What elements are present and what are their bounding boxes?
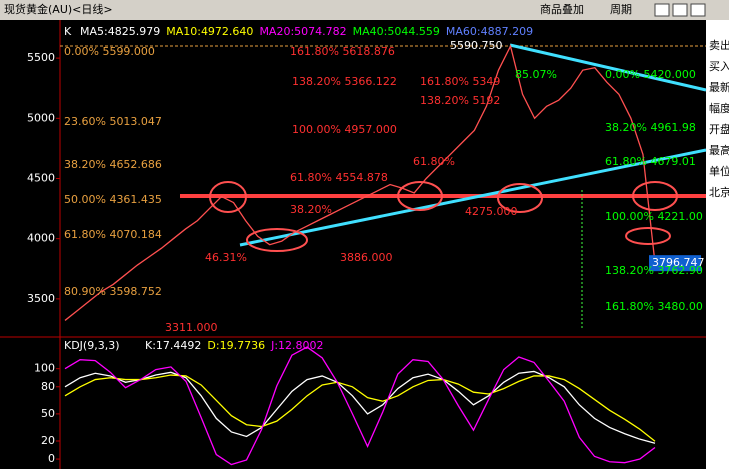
annotation: 0.00% 5420.000 bbox=[605, 68, 696, 81]
annotation: 80.90% 3598.752 bbox=[64, 285, 162, 298]
y-tick-label: 5500 bbox=[27, 51, 55, 64]
legend-entry: D:19.7736 bbox=[207, 339, 265, 352]
annotation: 38.20% bbox=[290, 203, 332, 216]
legend-entry: MA20:5074.782 bbox=[259, 25, 346, 38]
annotation: 161.80% 5618.876 bbox=[290, 45, 395, 58]
y-tick-label: 0 bbox=[48, 452, 55, 465]
annotation: 138.20% 5192 bbox=[420, 94, 500, 107]
annotation: 23.60% 5013.047 bbox=[64, 115, 162, 128]
y-tick-label: 4000 bbox=[27, 232, 55, 245]
annotation: 161.80% 3480.00 bbox=[605, 300, 703, 313]
series-line bbox=[64, 44, 656, 321]
sidebar bbox=[706, 20, 729, 469]
legend-entry: MA40:5044.559 bbox=[353, 25, 440, 38]
annotation: 138.20% 5366.122 bbox=[292, 75, 397, 88]
toolbar bbox=[0, 0, 729, 20]
annotation: 161.80% 5349 bbox=[420, 75, 500, 88]
panel-name: K bbox=[64, 25, 72, 38]
highlight bbox=[397, 181, 443, 211]
annotation: 138.20% 3762.90 bbox=[605, 264, 703, 277]
annotation: 61.80% 4554.878 bbox=[290, 171, 388, 184]
annotation: 4275.000 bbox=[465, 205, 518, 218]
highlight bbox=[209, 181, 247, 213]
sidebar-label: 单位 bbox=[709, 164, 729, 178]
annotation: 38.20% 4961.98 bbox=[605, 121, 696, 134]
series-line bbox=[64, 374, 656, 442]
y-tick-label: 100 bbox=[34, 362, 55, 375]
legend-entry: K:17.4492 bbox=[145, 339, 201, 352]
y-tick-label: 4500 bbox=[27, 172, 55, 185]
sidebar-label: 开盘 bbox=[709, 122, 729, 136]
sidebar-label: 最新 bbox=[709, 80, 729, 94]
annotation: 46.31% bbox=[205, 251, 247, 264]
highlight bbox=[246, 228, 308, 252]
annotation: 61.80% bbox=[413, 155, 455, 168]
legend-entry: MA5:4825.979 bbox=[80, 25, 160, 38]
sidebar-label: 最高 bbox=[709, 143, 729, 157]
annotation: 3886.000 bbox=[340, 251, 393, 264]
annotation: 3311.000 bbox=[165, 321, 218, 334]
y-tick-label: 20 bbox=[41, 434, 55, 447]
panel-name: KDJ(9,3,3) bbox=[64, 339, 120, 352]
highlight bbox=[625, 227, 671, 245]
annotation: 100.00% 4957.000 bbox=[292, 123, 397, 136]
sidebar-label: 卖出 bbox=[709, 38, 729, 52]
legend-entry: MA10:4972.640 bbox=[166, 25, 253, 38]
y-tick-label: 80 bbox=[41, 380, 55, 393]
icon-button[interactable] bbox=[690, 3, 706, 17]
icon-button[interactable] bbox=[672, 3, 688, 17]
annotation: 100.00% 4221.00 bbox=[605, 210, 703, 223]
sidebar-label: 买入 bbox=[709, 60, 729, 73]
sidebar-label: 幅度 bbox=[709, 101, 729, 115]
legend-entry: J:12.8002 bbox=[270, 339, 323, 352]
annotation: 0.00% 5599.000 bbox=[64, 45, 155, 58]
annotation: 61.80% 4070.184 bbox=[64, 228, 162, 241]
annotation: 50.00% 4361.435 bbox=[64, 193, 162, 206]
trend-line bbox=[239, 148, 707, 247]
highlight bbox=[497, 183, 543, 213]
value-label-box bbox=[649, 255, 701, 272]
annotation: 38.20% 4652.686 bbox=[64, 158, 162, 171]
window-title: 现货黄金(AU)<日线> bbox=[4, 2, 113, 16]
icon-button[interactable] bbox=[654, 3, 670, 17]
toolbar-button[interactable]: 周期 bbox=[610, 3, 632, 16]
y-tick-label: 5000 bbox=[27, 111, 55, 124]
annotation: 85.07% bbox=[515, 68, 557, 81]
value-label: 3796.747 bbox=[652, 256, 705, 269]
annotation: 5590.750 bbox=[450, 39, 503, 52]
legend-entry: MA60:4887.209 bbox=[446, 25, 533, 38]
y-tick-label: 3500 bbox=[27, 292, 55, 305]
highlight bbox=[632, 181, 678, 211]
trend-line bbox=[509, 43, 707, 92]
series-line bbox=[64, 370, 656, 444]
sidebar-label: 北京 bbox=[709, 185, 729, 199]
series-line bbox=[64, 346, 656, 466]
annotation: 61.80% 4679.01 bbox=[605, 155, 696, 168]
y-tick-label: 50 bbox=[41, 407, 55, 420]
toolbar-button[interactable]: 商品叠加 bbox=[540, 2, 584, 16]
